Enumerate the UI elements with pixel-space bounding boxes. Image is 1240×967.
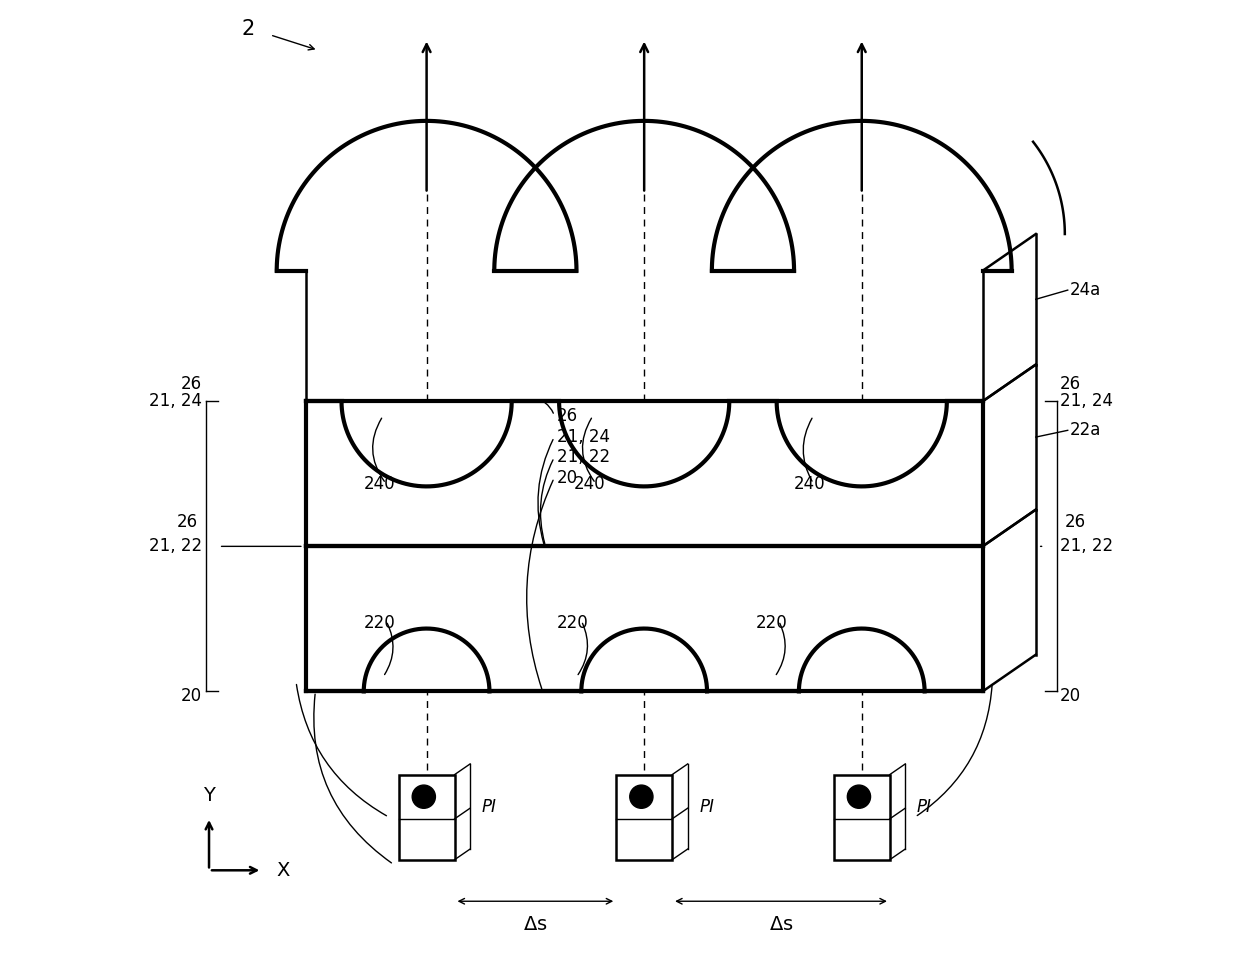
Text: 21, 24: 21, 24: [1060, 393, 1114, 410]
Text: PI: PI: [699, 799, 714, 816]
Text: 20: 20: [1060, 688, 1081, 705]
Bar: [833, 775, 890, 860]
Text: 26: 26: [1060, 375, 1081, 393]
Text: Y: Y: [203, 786, 215, 806]
Text: 21, 24: 21, 24: [149, 393, 202, 410]
Text: 240: 240: [574, 475, 605, 492]
Text: 2: 2: [241, 19, 254, 39]
Text: $\Delta$s: $\Delta$s: [769, 915, 794, 934]
Circle shape: [847, 785, 870, 808]
Text: 21, 22: 21, 22: [1060, 538, 1114, 555]
Text: 220: 220: [363, 614, 396, 631]
Text: PI: PI: [916, 799, 931, 816]
Text: 21, 22: 21, 22: [557, 449, 610, 466]
Text: 26: 26: [1065, 513, 1086, 531]
Text: PI: PI: [481, 799, 496, 816]
Bar: [616, 775, 672, 860]
Text: 26: 26: [176, 513, 197, 531]
Text: 20: 20: [181, 688, 202, 705]
Text: 240: 240: [363, 475, 396, 492]
Text: X: X: [277, 861, 290, 880]
Bar: [398, 775, 455, 860]
Text: 21, 22: 21, 22: [149, 538, 202, 555]
Text: 21, 24: 21, 24: [557, 428, 610, 446]
Text: 220: 220: [557, 614, 589, 631]
Text: 24a: 24a: [1070, 281, 1101, 299]
Text: 26: 26: [181, 375, 202, 393]
Text: 220: 220: [755, 614, 787, 631]
Text: 22a: 22a: [1070, 422, 1101, 439]
Text: 26: 26: [557, 407, 578, 425]
Text: $\Delta$s: $\Delta$s: [523, 915, 548, 934]
Text: 240: 240: [794, 475, 826, 492]
Circle shape: [412, 785, 435, 808]
Circle shape: [630, 785, 653, 808]
Text: 20: 20: [557, 469, 578, 486]
